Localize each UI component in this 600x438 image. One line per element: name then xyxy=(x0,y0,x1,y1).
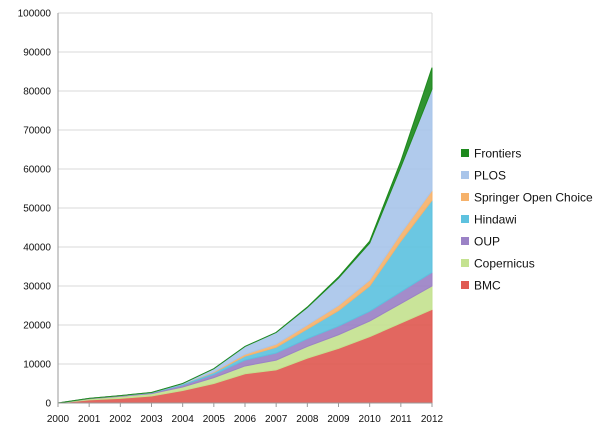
legend-label: Hindawi xyxy=(474,213,517,227)
y-tick-label: 20000 xyxy=(23,321,51,332)
y-tick-label: 40000 xyxy=(23,243,51,254)
x-tick-label: 2008 xyxy=(296,414,319,425)
x-tick-label: 2011 xyxy=(390,414,412,425)
legend-item-oup: OUP xyxy=(461,235,500,249)
legend-item-springer-open-choice: Springer Open Choice xyxy=(461,191,593,205)
x-tick-label: 2000 xyxy=(47,414,70,425)
x-tick-label: 2010 xyxy=(359,414,382,425)
legend-item-bmc: BMC xyxy=(461,279,501,293)
legend-item-plos: PLOS xyxy=(461,169,506,183)
y-tick-label: 80000 xyxy=(23,87,51,98)
x-tick-label: 2003 xyxy=(140,414,163,425)
legend-swatch xyxy=(461,215,469,223)
area-layer xyxy=(57,67,433,404)
legend: Frontiers PLOS Springer Open Choice Hindawi… xyxy=(461,147,593,293)
legend-swatch xyxy=(461,281,469,289)
x-tick-label: 2009 xyxy=(327,414,350,425)
x-tick-label: 2007 xyxy=(265,414,288,425)
x-tick-label: 2001 xyxy=(78,414,101,425)
legend-item-frontiers: Frontiers xyxy=(461,147,521,161)
legend-swatch xyxy=(461,171,469,179)
legend-label: Springer Open Choice xyxy=(474,191,593,205)
area-frontiers xyxy=(57,67,433,404)
x-tick-label: 2012 xyxy=(421,414,444,425)
legend-item-copernicus: Copernicus xyxy=(461,257,535,271)
axis-layer: 0 10000 20000 30000 40000 50000 60000 70000 8000… xyxy=(18,9,444,426)
y-tick-label: 10000 xyxy=(23,360,51,371)
y-tick-label: 30000 xyxy=(23,282,51,293)
legend-label: PLOS xyxy=(474,169,506,183)
legend-swatch xyxy=(461,237,469,245)
y-tick-label: 100000 xyxy=(18,9,52,20)
y-tick-label: 70000 xyxy=(23,126,51,137)
x-tick-label: 2005 xyxy=(203,414,226,425)
x-tick-label: 2006 xyxy=(234,414,257,425)
legend-swatch xyxy=(461,193,469,201)
x-tick-label: 2002 xyxy=(109,414,132,425)
x-tick-label: 2004 xyxy=(172,414,195,425)
y-tick-label: 0 xyxy=(45,399,51,410)
legend-label: OUP xyxy=(474,235,500,249)
legend-label: Frontiers xyxy=(474,147,521,161)
y-tick-label: 60000 xyxy=(23,165,51,176)
legend-label: BMC xyxy=(474,279,501,293)
y-tick-label: 90000 xyxy=(23,48,51,59)
legend-swatch xyxy=(461,149,469,157)
legend-label: Copernicus xyxy=(474,257,535,271)
legend-swatch xyxy=(461,259,469,267)
legend-item-hindawi: Hindawi xyxy=(461,213,517,227)
y-tick-label: 50000 xyxy=(23,204,51,215)
